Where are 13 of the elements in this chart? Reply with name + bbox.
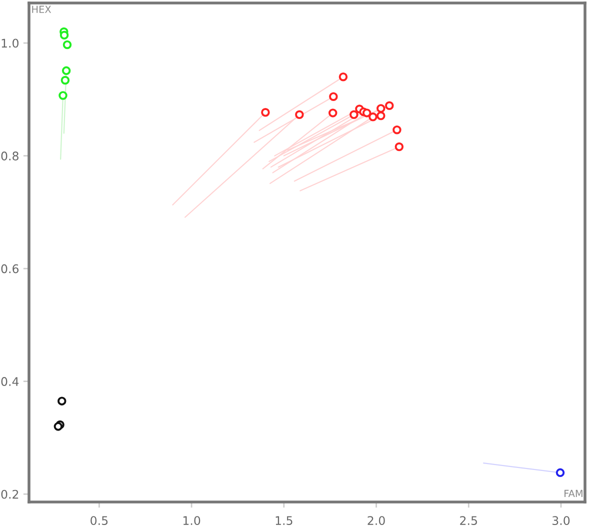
x-tick-label: 2.0 xyxy=(368,516,385,526)
x-axis-title: FAM xyxy=(564,490,582,497)
x-tick-label: 1.0 xyxy=(183,516,200,526)
x-tick-label: 3.0 xyxy=(552,516,570,526)
x-tick-label: 0.5 xyxy=(90,516,108,526)
y-tick-label: 0.4 xyxy=(1,377,19,386)
y-tick-label: 1.0 xyxy=(2,38,18,48)
y-axis-title: HEX xyxy=(32,6,52,13)
y-tick-label: 0.2 xyxy=(1,490,18,499)
y-tick-label: 0.6 xyxy=(1,264,19,274)
y-tick-label: 0.8 xyxy=(1,152,18,160)
x-tick-label: 2.5 xyxy=(460,516,477,526)
x-tick-label: 1.5 xyxy=(276,516,292,526)
